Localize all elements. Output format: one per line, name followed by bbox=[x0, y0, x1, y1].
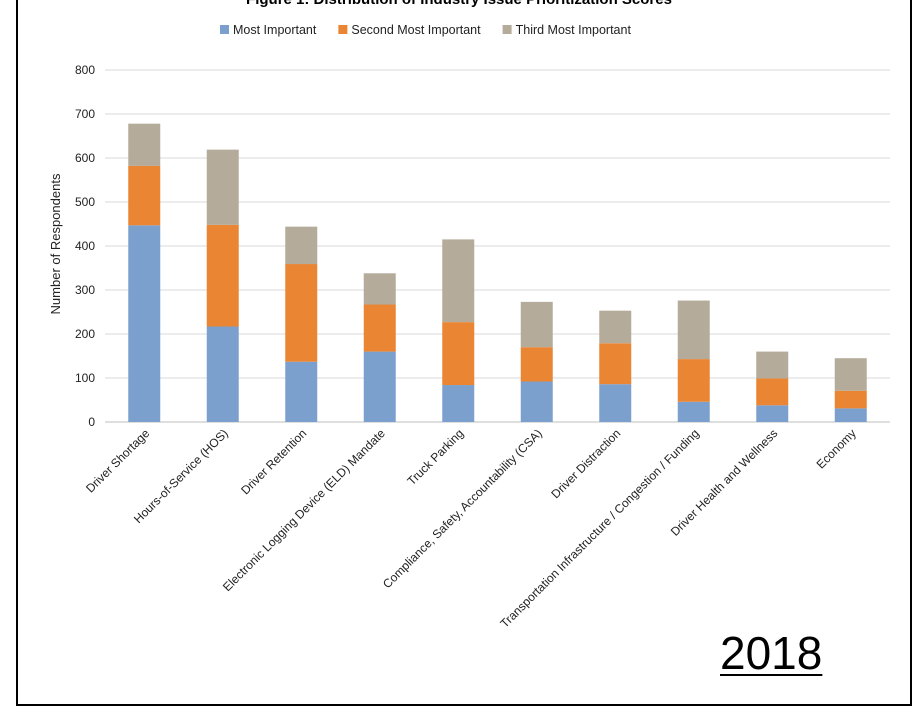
figure-title: Figure 1: Distribution of Industry Issue… bbox=[0, 0, 918, 8]
legend-label: Second Most Important bbox=[351, 23, 481, 37]
bar-segment-second-most-important bbox=[128, 165, 161, 226]
bar-segment-second-most-important bbox=[285, 264, 318, 362]
y-tick-label: 600 bbox=[75, 151, 95, 165]
legend-swatch bbox=[502, 25, 512, 34]
bar-segment-most-important bbox=[128, 225, 161, 422]
y-tick-label: 400 bbox=[75, 239, 95, 253]
bar-segment-most-important bbox=[677, 401, 710, 422]
bar-segment-third-most-important bbox=[285, 226, 318, 265]
figure-frame bbox=[16, 0, 912, 706]
bar-segment-second-most-important bbox=[756, 378, 789, 406]
bar-segment-most-important bbox=[599, 384, 632, 422]
bar-segment-third-most-important bbox=[677, 300, 710, 360]
bar-segment-third-most-important bbox=[520, 301, 553, 348]
bar-segment-most-important bbox=[285, 361, 318, 422]
x-category-label: Economy bbox=[814, 426, 859, 471]
x-category-label: Truck Parking bbox=[404, 426, 466, 488]
x-category-label: Driver Shortage bbox=[83, 426, 153, 496]
bar-segment-second-most-important bbox=[363, 304, 396, 352]
legend-swatch bbox=[220, 25, 229, 34]
y-tick-label: 300 bbox=[75, 283, 95, 297]
x-category-label: Compliance, Safety, Accountability (CSA) bbox=[380, 426, 545, 591]
legend-label: Third Most Important bbox=[516, 23, 632, 37]
y-tick-label: 800 bbox=[75, 63, 95, 77]
bar-segment-second-most-important bbox=[599, 343, 632, 385]
bar-segment-second-most-important bbox=[520, 347, 553, 382]
y-tick-label: 100 bbox=[75, 371, 95, 385]
bar-segment-second-most-important bbox=[677, 359, 710, 402]
y-tick-label: 200 bbox=[75, 327, 95, 341]
bar-segment-third-most-important bbox=[363, 273, 396, 305]
bar-segment-third-most-important bbox=[206, 149, 239, 225]
legend-swatch bbox=[338, 25, 348, 34]
bar-segment-most-important bbox=[363, 351, 396, 422]
bar-segment-most-important bbox=[520, 381, 553, 422]
bar-segment-most-important bbox=[756, 405, 789, 422]
y-tick-label: 700 bbox=[75, 107, 95, 121]
bar-segment-third-most-important bbox=[756, 351, 789, 379]
y-axis-ticks: 0 100 200 300 400 500 600 700 800 bbox=[75, 63, 95, 429]
x-category-label: Electronic Logging Device (ELD) Mandate bbox=[220, 426, 388, 594]
bar-segment-third-most-important bbox=[834, 358, 867, 391]
bar-segment-most-important bbox=[206, 326, 239, 422]
bar-segment-second-most-important bbox=[442, 322, 475, 386]
bar-segment-second-most-important bbox=[206, 224, 239, 327]
bar-segment-most-important bbox=[442, 385, 475, 422]
bar-segment-most-important bbox=[834, 408, 867, 422]
bar-segment-second-most-important bbox=[834, 390, 867, 409]
legend: Most Important Second Most Important Third… bbox=[220, 23, 631, 37]
year-label: 2018 bbox=[720, 627, 823, 679]
bar-segment-third-most-important bbox=[128, 123, 161, 166]
bars bbox=[128, 123, 867, 422]
legend-label: Most Important bbox=[233, 23, 317, 37]
y-tick-label: 0 bbox=[88, 415, 95, 429]
x-category-label: Driver Retention bbox=[238, 426, 309, 497]
y-axis-label: Number of Respondents bbox=[48, 173, 63, 314]
y-tick-label: 500 bbox=[75, 195, 95, 209]
x-category-label: Driver Distraction bbox=[548, 426, 623, 501]
bar-segment-third-most-important bbox=[442, 239, 475, 323]
bar-segment-third-most-important bbox=[599, 310, 632, 344]
